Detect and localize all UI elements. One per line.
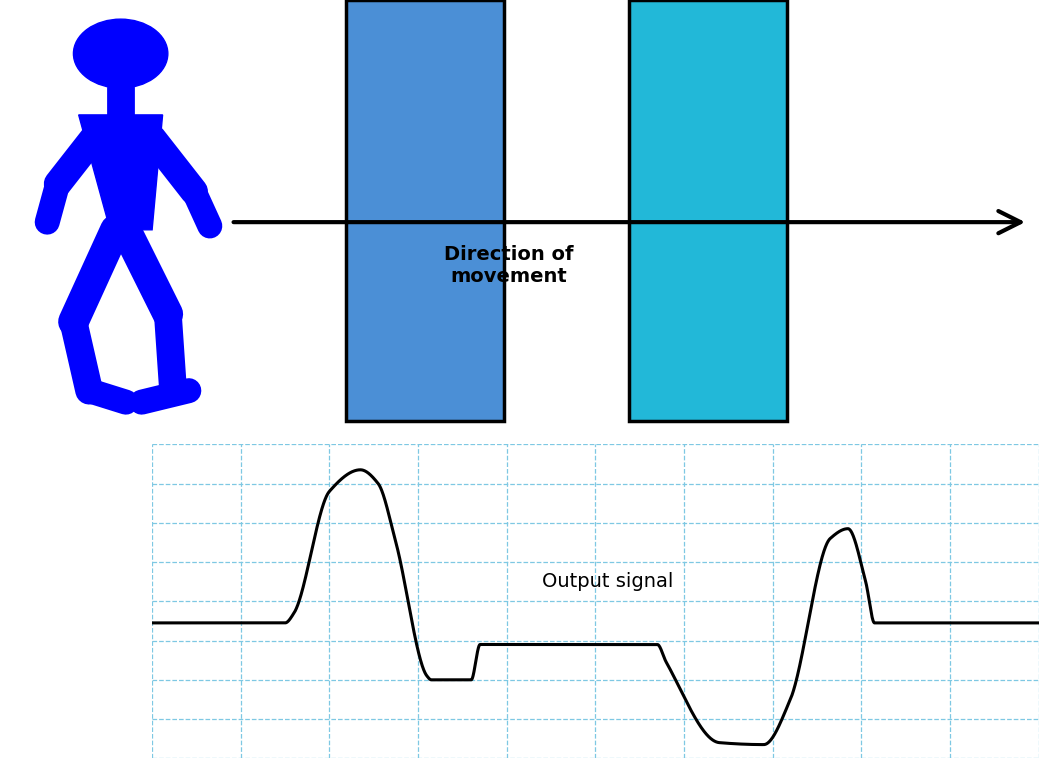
Bar — [629, 0, 787, 421]
Bar — [346, 0, 504, 421]
Text: Output signal: Output signal — [542, 572, 673, 591]
Circle shape — [73, 19, 168, 88]
Text: Direction of
movement: Direction of movement — [444, 245, 574, 286]
Polygon shape — [79, 115, 163, 230]
